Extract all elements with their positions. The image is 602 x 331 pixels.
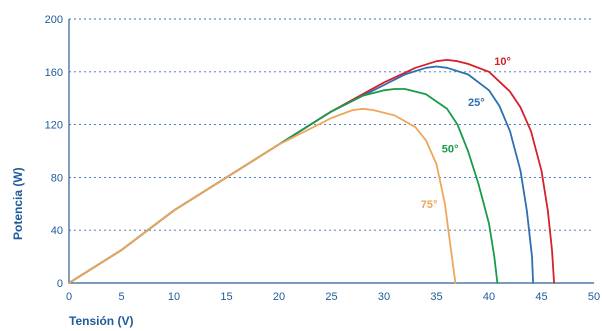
x-tick-label: 35 — [430, 291, 442, 303]
x-axis-title: Tensión (V) — [69, 314, 133, 328]
series-labels: 10° 25° 50° 75° — [421, 56, 511, 211]
y-tick-label: 0 — [57, 278, 63, 290]
series-label: 75° — [421, 199, 438, 211]
x-tick-labels: 0 5 10 15 20 25 30 35 40 45 50 — [66, 291, 600, 303]
x-tick-label: 15 — [220, 291, 232, 303]
y-tick-label: 80 — [51, 172, 63, 184]
x-tick-label: 50 — [588, 291, 600, 303]
y-axis-title: Potencia (W) — [11, 167, 25, 240]
y-tick-labels: 0 40 80 120 160 200 — [45, 14, 63, 290]
series-lines — [68, 59, 555, 284]
series-line — [68, 107, 457, 284]
x-tick-label: 45 — [535, 291, 547, 303]
series-label: 50° — [442, 143, 459, 155]
x-tick-label: 40 — [483, 291, 495, 303]
y-tick-label: 160 — [45, 67, 63, 79]
x-tick-label: 10 — [168, 291, 180, 303]
x-tick-label: 20 — [273, 291, 285, 303]
axes — [68, 19, 594, 284]
x-tick-label: 30 — [378, 291, 390, 303]
plot-area — [69, 19, 594, 283]
x-tick-label: 0 — [66, 291, 72, 303]
x-tick-label: 25 — [325, 291, 337, 303]
series-label: 10° — [494, 56, 511, 68]
x-tick-label: 5 — [118, 291, 124, 303]
series-label: 25° — [468, 97, 485, 109]
y-tick-label: 40 — [51, 225, 63, 237]
y-tick-label: 120 — [45, 120, 63, 132]
y-tick-label: 200 — [45, 14, 63, 26]
